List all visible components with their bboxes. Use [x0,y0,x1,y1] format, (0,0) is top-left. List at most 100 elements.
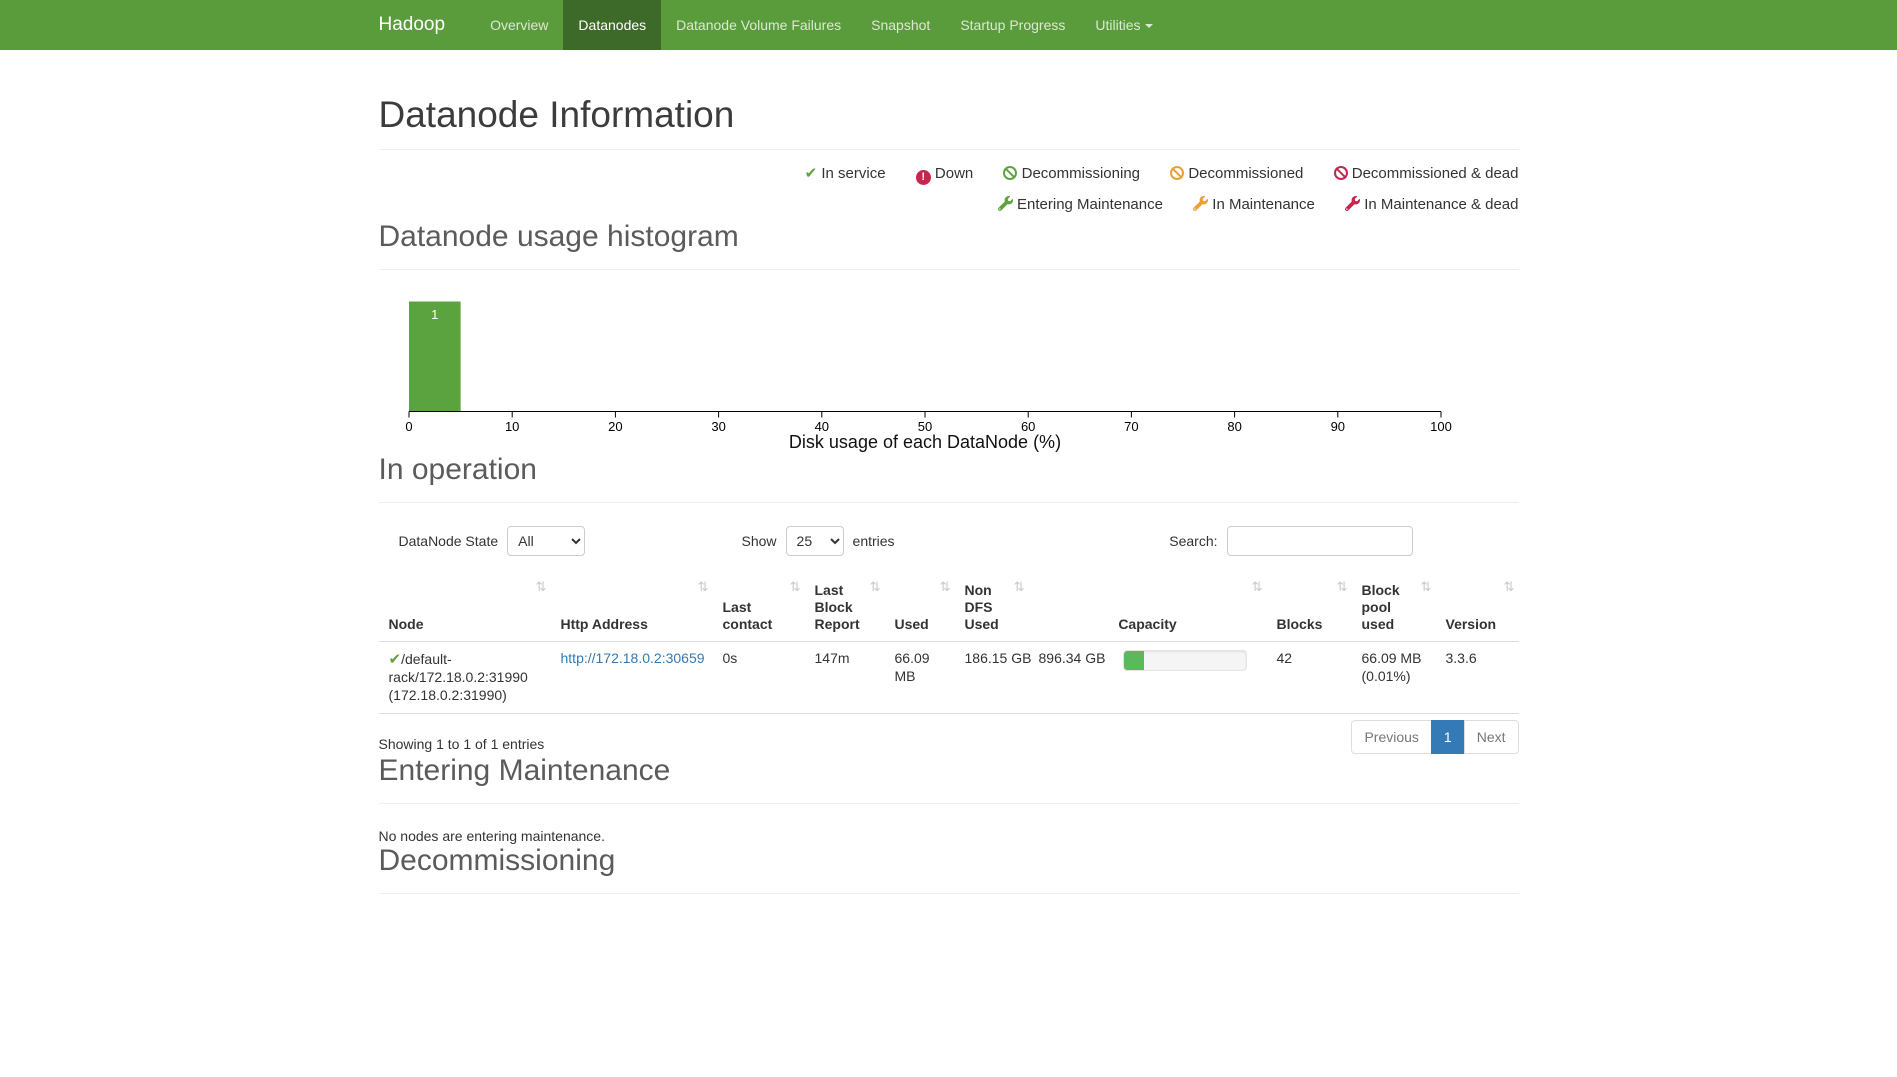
sort-icon[interactable]: ⇅ [1503,578,1515,594]
sort-icon[interactable]: ⇅ [1251,578,1263,594]
http-address-link[interactable]: http://172.18.0.2:30659 [560,650,705,667]
svg-text:70: 70 [1124,419,1138,434]
legend-label: Entering Maintenance [1017,195,1163,213]
column-label: Non DFS Used [964,581,999,632]
wrench-icon [997,195,1013,211]
page-length-control: Show 25 entries [741,525,895,556]
table-footer: Showing 1 to 1 of 1 entries Previous 1 N… [379,720,1519,755]
sort-icon[interactable]: ⇅ [1336,578,1348,594]
table-controls: DataNode State All Show 25 entries Searc… [379,525,1519,558]
nav-item-datanodes: Datanodes [563,0,662,50]
sort-icon[interactable]: ⇅ [697,578,709,594]
capacity-progress-bar [1122,650,1247,672]
nav-item-overview: Overview [475,0,563,50]
wrench-icon [1193,195,1209,211]
pagination-previous: Previous [1351,720,1432,755]
column-header-version[interactable]: Version ⇅ [1435,575,1519,643]
legend-row-2: Entering Maintenance In Maintenance In M… [379,189,1519,220]
legend-label: Down [934,164,974,182]
sort-icon[interactable]: ⇅ [869,578,881,594]
sort-icon[interactable]: ⇅ [1420,578,1432,594]
nav-link-snapshot[interactable]: Snapshot [871,17,931,33]
column-label: Node [388,616,424,632]
entries-per-page-select[interactable]: 25 [785,525,844,556]
nav-link-overview[interactable]: Overview [490,17,549,33]
column-header-last-block-report[interactable]: Last Block Report ⇅ [804,575,885,643]
nav-link-startup-progress[interactable]: Startup Progress [960,17,1066,33]
legend-down: ! Down [915,164,974,185]
ban-icon [1170,165,1185,180]
legend-label: In service [821,164,886,182]
svg-text:90: 90 [1330,419,1344,434]
legend-in-maintenance: In Maintenance [1193,196,1315,213]
legend-decommissioning: Decommissioning [1003,165,1140,182]
exclamation-circle-icon: ! [915,169,931,185]
cell-last-contact: 0s [722,650,738,667]
svg-text:80: 80 [1227,419,1241,434]
nav-link-utilities-dropdown[interactable]: Utilities [1080,0,1167,50]
column-label: Used [894,616,929,632]
column-label: Capacity [1118,616,1177,632]
column-header-non-dfs-used[interactable]: Non DFS Used ⇅ [954,575,1029,643]
column-header-capacity[interactable]: Capacity ⇅ [1028,575,1267,643]
sort-icon[interactable]: ⇅ [789,578,801,594]
cell-block-pool-used: 66.09 MB (0.01%) [1361,650,1422,684]
column-label: Last Block Report [814,581,860,632]
check-icon: ✔ [804,164,818,182]
nav-link-datanodes[interactable]: Datanodes [578,17,647,33]
status-legend: ✔ In service ! Down Decommissioning Deco… [379,158,1519,220]
column-label: Http Address [560,616,648,632]
next-page-button[interactable]: Next [1463,720,1519,755]
title-divider [378,148,1519,150]
nav-item-utilities: Utilities [1080,0,1167,50]
table-search: Search: [1169,525,1413,556]
column-header-node[interactable]: Node ⇅ [378,575,551,643]
sort-icon[interactable]: ⇅ [535,578,547,594]
page-1-button[interactable]: 1 [1430,720,1465,755]
legend-label: Decommissioning [1021,164,1140,182]
show-label: Show [741,532,777,549]
legend-in-service: ✔ In service [805,165,886,182]
svg-text:40: 40 [814,419,828,434]
column-label: Last contact [722,598,773,632]
check-icon: ✔ [388,651,402,669]
table-row: ✔/default-rack/172.18.0.2:31990 (172.18.… [379,642,1519,714]
pagination-page-1: 1 [1430,720,1465,755]
previous-page-button[interactable]: Previous [1351,720,1432,755]
capacity-progress-fill [1123,651,1145,671]
nav-item-startup-progress: Startup Progress [945,0,1080,50]
cell-node: ✔/default-rack/172.18.0.2:31990 (172.18.… [379,642,551,714]
column-label: Version [1445,616,1497,632]
cell-used: 66.09 MB [894,650,930,684]
svg-text:10: 10 [504,419,518,434]
table-header-row: Node ⇅ Http Address ⇅ Last contact ⇅ Last B… [378,575,1519,643]
sort-icon[interactable]: ⇅ [1013,578,1025,594]
sort-icon[interactable]: ⇅ [939,578,951,594]
cell-http-address: http://172.18.0.2:30659 [551,642,713,714]
chevron-down-icon [1144,24,1153,29]
page-title: Datanode Information [378,94,735,135]
histogram-chart: 1 0 10 20 30 40 50 60 70 80 90 100 Disk … [405,301,1451,452]
column-header-last-contact[interactable]: Last contact ⇅ [712,575,805,643]
brand-hadoop[interactable]: Hadoop [378,14,446,35]
legend-row-1: ✔ In service ! Down Decommissioning Deco… [379,158,1519,189]
column-header-block-pool-used[interactable]: Block pool used ⇅ [1351,575,1436,643]
column-header-http-address[interactable]: Http Address ⇅ [550,575,713,643]
search-input[interactable] [1226,525,1413,556]
column-header-blocks[interactable]: Blocks ⇅ [1266,575,1352,643]
datanode-state-label: DataNode State [398,532,499,549]
in-operation-heading: In operation [378,453,1519,503]
legend-in-maintenance-dead: In Maintenance & dead [1345,196,1519,213]
entering-maintenance-heading: Entering Maintenance [378,754,1519,805]
capacity-value: 896.34 GB [1038,650,1106,667]
datanode-state-select[interactable]: All [507,525,586,556]
column-header-used[interactable]: Used ⇅ [884,575,955,643]
legend-decommissioned-dead: Decommissioned & dead [1333,165,1519,182]
nav-link-datanode-volume-failures[interactable]: Datanode Volume Failures [676,17,842,33]
cell-last-block-report: 147m [814,650,850,667]
svg-text:20: 20 [608,419,622,434]
x-axis-ticks [408,411,1441,418]
ban-icon [1003,165,1018,180]
entries-label: entries [852,532,895,549]
pagination-next: Next [1463,720,1519,755]
